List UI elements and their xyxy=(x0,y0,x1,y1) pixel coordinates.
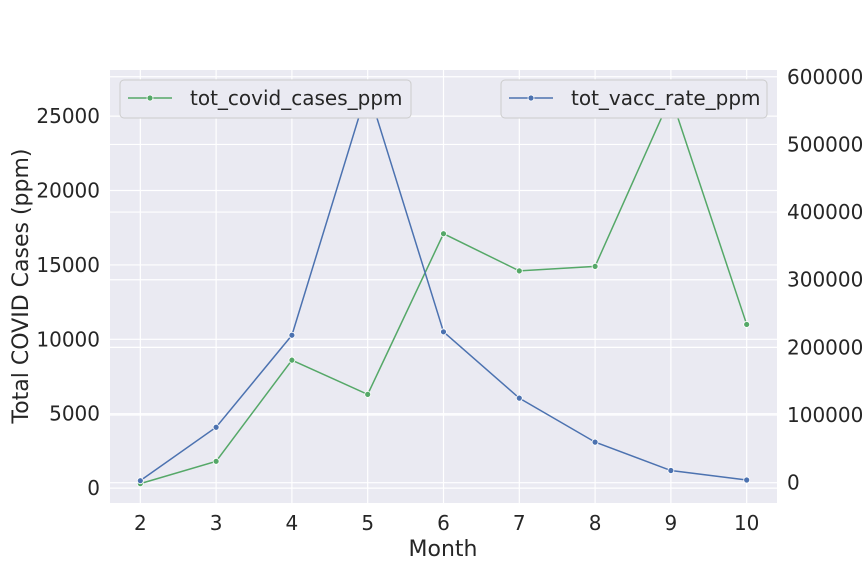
data-point xyxy=(515,267,523,275)
y-tick-label-right: 300000 xyxy=(787,268,863,292)
series-lines xyxy=(136,84,751,488)
data-point xyxy=(743,476,751,484)
data-point xyxy=(364,390,372,398)
legend-marker-swatch xyxy=(527,94,535,102)
x-tick-label: 3 xyxy=(210,511,223,535)
x-tick-label: 2 xyxy=(134,511,147,535)
x-axis-label: Month xyxy=(409,537,478,562)
data-point xyxy=(212,423,220,431)
x-tick-label: 9 xyxy=(665,511,678,535)
series-tot_covid_cases_ppm xyxy=(136,93,751,488)
data-point xyxy=(591,263,599,270)
y-tick-label-left: 15000 xyxy=(36,253,100,277)
grid-lines xyxy=(110,70,777,503)
x-tick-label: 5 xyxy=(361,511,374,535)
data-point xyxy=(136,477,144,485)
legend-marker-swatch xyxy=(146,94,154,102)
legend-box xyxy=(119,79,412,119)
legend-label: tot_covid_cases_ppm xyxy=(190,86,403,110)
x-tick-label: 7 xyxy=(513,511,526,535)
y-tick-label-left: 5000 xyxy=(49,402,100,426)
y-tick-label-right: 500000 xyxy=(787,132,863,156)
y-tick-label-right: 200000 xyxy=(787,335,863,359)
data-point xyxy=(440,230,447,238)
y-tick-label-right: 0 xyxy=(787,471,800,495)
x-tick-label: 8 xyxy=(589,511,602,535)
y-axis-label-left: Total COVID Cases (ppm) xyxy=(9,149,34,425)
data-point xyxy=(440,328,447,336)
data-point xyxy=(288,356,296,364)
x-tick-label: 10 xyxy=(734,511,759,535)
x-tick-label: 4 xyxy=(286,511,299,535)
y-tick-label-left: 20000 xyxy=(36,179,100,203)
y-tick-label-right: 400000 xyxy=(787,200,863,224)
y-tick-label-right: 600000 xyxy=(787,65,863,89)
data-point xyxy=(515,394,523,402)
y-tick-label-right: 100000 xyxy=(787,403,863,427)
legend-label: tot_vacc_rate_ppm xyxy=(571,86,761,110)
data-point xyxy=(667,467,675,474)
tick-labels: 2 3 4 5 6 7 8 9 10 0 5000 10000 15000 20000 25000 0 1000… xyxy=(36,65,863,535)
legend-box xyxy=(500,79,768,119)
data-point xyxy=(212,457,220,465)
y-tick-label-left: 25000 xyxy=(36,104,100,128)
x-tick-label: 6 xyxy=(437,511,450,535)
data-point xyxy=(591,438,599,446)
data-point xyxy=(288,331,296,339)
data-point xyxy=(743,321,751,328)
legend-vacc-rate: tot_vacc_rate_ppm xyxy=(500,79,768,119)
legend-covid-cases: tot_covid_cases_ppm xyxy=(119,79,412,119)
y-tick-label-left: 10000 xyxy=(36,327,100,351)
y-tick-label-left: 0 xyxy=(87,476,100,500)
